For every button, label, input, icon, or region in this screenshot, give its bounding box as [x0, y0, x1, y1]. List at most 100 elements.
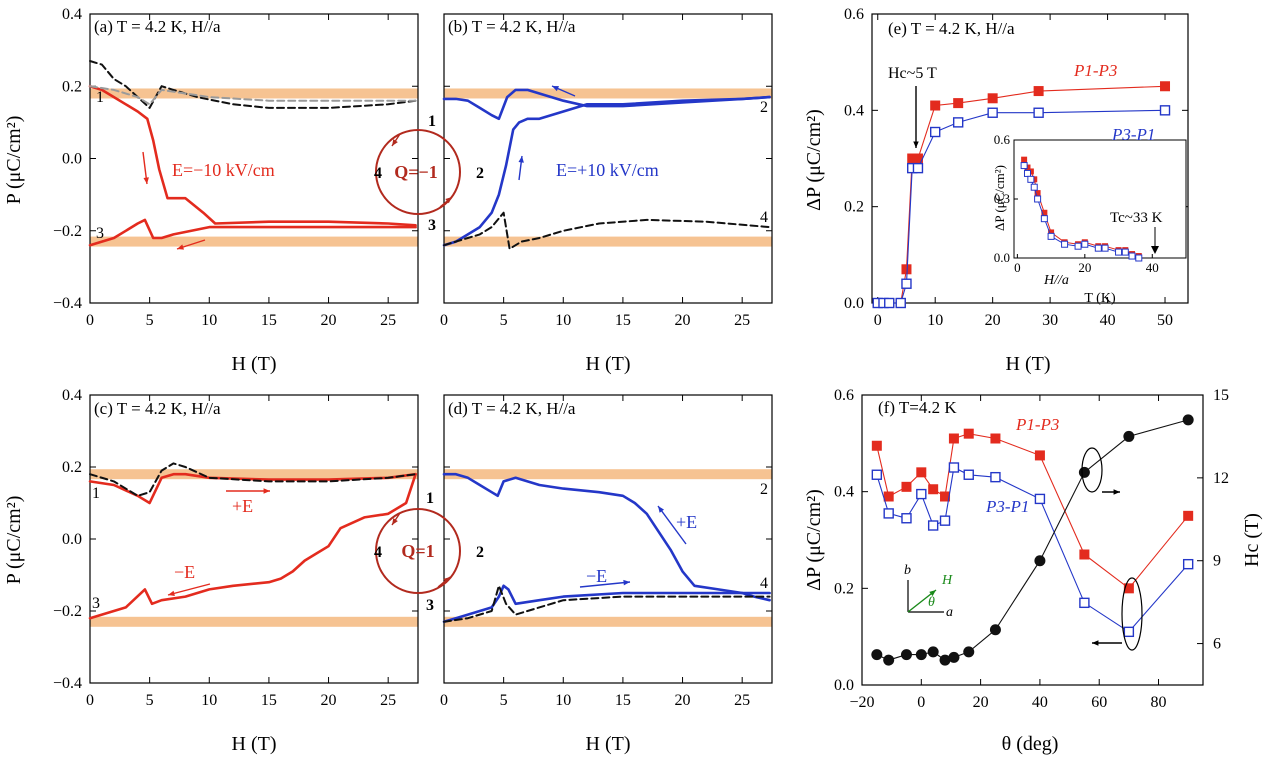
cycle-arrow-top-2-head: [445, 197, 452, 204]
data-point: [900, 649, 912, 661]
x-tick-label: 25: [734, 312, 750, 329]
data-point: [1182, 558, 1194, 570]
y-right-tick-label: 15: [1213, 387, 1229, 404]
series-line: [442, 95, 771, 247]
sweep-arrow-c2-head: [168, 590, 175, 597]
inset-data-point: [1041, 209, 1048, 216]
series-line: [89, 85, 417, 106]
y-axis-title-f: ΔP (μC/cm²): [803, 489, 825, 591]
minus-e-label-d: −E: [586, 566, 607, 586]
panel-c: 0 5 10 15 20 25 −0.4 −0.2 0.0 0.2 0.4: [53, 387, 419, 709]
inset-x-tick-label: 20: [1078, 260, 1091, 275]
y-axis-title-a: P (μC/cm²): [3, 116, 25, 205]
x-tick-label: 5: [146, 692, 154, 709]
data-point: [915, 649, 927, 661]
data-point: [927, 646, 939, 658]
panel-d-label: (d) T = 4.2 K, H//a: [448, 399, 576, 418]
data-point: [939, 654, 951, 666]
y-tick-label: 0.4: [834, 484, 854, 501]
x-tick-label: 0: [440, 312, 448, 329]
series-line: [89, 462, 417, 497]
y-tick-label: −0.4: [53, 295, 82, 312]
plot-frame: [89, 13, 419, 304]
y-tick-label: 0.6: [844, 6, 864, 23]
sweep-arrow-d2: [579, 581, 631, 588]
data-point: [1123, 430, 1135, 442]
y-axis-title-f-right: Hc (T): [1241, 513, 1263, 567]
inset-field-label: H//a: [1043, 273, 1069, 288]
inset-data-point: [1121, 248, 1129, 256]
inset-data-point: [1047, 232, 1055, 240]
x-tick-label: 20: [321, 312, 337, 329]
inset-axis-a: a: [946, 605, 953, 620]
x-tick-label: 40: [1100, 312, 1116, 329]
inset-y-tick-label: 0.0: [994, 250, 1010, 265]
y-tick-label: 0.6: [834, 387, 854, 404]
inset-data-point: [1020, 162, 1028, 170]
data-point: [948, 651, 960, 663]
hc-arrow-head: [913, 141, 919, 148]
panel-f: −20 0 20 40 60 80 0.0 0.2 0.4 0.6 6 9 12 15: [834, 387, 1229, 711]
panel-b: 0 5 10 15 20 25: [440, 13, 773, 329]
series-line: [442, 88, 771, 121]
y-tick-label: 0.2: [844, 199, 864, 216]
x-tick-label: 25: [380, 692, 396, 709]
data-point: [901, 513, 912, 524]
data-point: [1079, 597, 1090, 609]
inset-x-tick-label: 40: [1146, 260, 1159, 275]
inset-y-tick-label: 0.6: [994, 132, 1011, 147]
x-tick-label: 25: [734, 692, 750, 709]
inset-data-point: [1061, 240, 1069, 248]
inset-data-point: [1115, 248, 1123, 256]
data-point: [916, 467, 927, 478]
x-tick-label: 20: [675, 692, 691, 709]
dp-ellipse: [1121, 577, 1143, 651]
x-tick-label: 60: [1091, 694, 1107, 711]
x-tick-label: 0: [86, 312, 94, 329]
cycle-label-3-bottom: 3: [426, 597, 434, 614]
cycle-circle-top: [375, 129, 461, 215]
data-point: [987, 107, 998, 118]
data-point: [1123, 583, 1134, 594]
data-point: [883, 491, 894, 502]
minus-e-label-c: −E: [174, 562, 195, 582]
data-point: [895, 297, 906, 309]
data-point: [912, 153, 923, 164]
data-point: [883, 654, 895, 666]
sweep-arrow-b1-head: [518, 156, 524, 163]
cycle-label-1-top: 1: [428, 113, 436, 130]
series-line: [442, 584, 771, 624]
y-tick-label: −0.4: [53, 675, 82, 692]
p1-p3-label-f: P1-P3: [1015, 415, 1059, 434]
sweep-arrow-a1-head: [143, 177, 149, 184]
panel-b-label: (b) T = 4.2 K, H//a: [448, 17, 576, 36]
x-axis-title-f: θ (deg): [1002, 733, 1059, 755]
panel-e: 0 10 20 30 40 50 0.0 0.2 0.4 0.6 0 20 40 0.0 0.3 0.6: [844, 6, 1189, 329]
y-tick-label: −0.2: [53, 603, 82, 620]
x-tick-label: 0: [917, 694, 925, 711]
data-point: [916, 488, 927, 500]
data-point: [990, 471, 1001, 483]
panel-f-label: (f) T=4.2 K: [878, 398, 957, 417]
x-axis-title-b: H (T): [586, 353, 631, 375]
y-tick-label: 0.0: [62, 151, 82, 168]
data-point: [1182, 414, 1194, 426]
point-label-2-b: 2: [760, 99, 768, 116]
data-point: [871, 440, 882, 451]
p1-p3-label-e: P1-P3: [1073, 61, 1117, 80]
data-point: [1160, 81, 1171, 92]
field-label-minus: E=−10 kV/cm: [172, 160, 275, 180]
x-tick-label: 10: [201, 312, 217, 329]
data-point: [963, 646, 975, 658]
data-point: [883, 508, 894, 519]
sweep-arrow-d1-head: [658, 506, 665, 513]
series-line: [88, 472, 417, 620]
reference-band: [444, 469, 772, 480]
q-minus-label: Q=−1: [394, 162, 438, 182]
p3-p1-label-f: P3-P1: [985, 497, 1029, 516]
y-tick-label: 0.4: [62, 387, 82, 404]
series-line: [88, 218, 417, 247]
sweep-arrow-c1-head: [263, 488, 270, 494]
cycle-arrow-bottom-2-head: [443, 577, 450, 584]
